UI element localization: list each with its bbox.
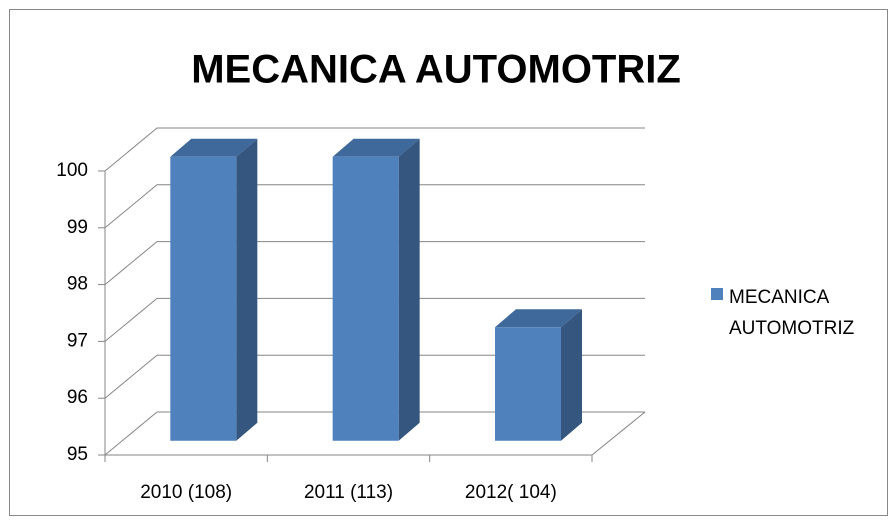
- bar-top: [494, 309, 582, 328]
- grid-line: [104, 411, 645, 456]
- legend-swatch: [711, 288, 723, 300]
- grid-line: [104, 184, 645, 229]
- x-tick-label: 2011 (113): [304, 482, 393, 503]
- bar-front: [494, 327, 561, 441]
- bar: [332, 138, 420, 441]
- y-tick-label: 100: [56, 160, 88, 181]
- bar-top: [332, 138, 420, 157]
- grid-line: [104, 354, 645, 399]
- legend-label: MECANICA AUTOMOTRIZ: [729, 287, 855, 339]
- floor-side: [591, 411, 646, 456]
- bar-front: [170, 156, 237, 441]
- y-tick-label: 95: [67, 444, 88, 465]
- y-tick-label: 98: [67, 274, 88, 295]
- bar-side: [560, 309, 582, 441]
- bar-top: [170, 138, 258, 157]
- y-tick-label: 97: [67, 330, 88, 351]
- bar-side: [236, 138, 258, 441]
- y-tick-label: 96: [67, 387, 88, 408]
- bar-front: [332, 156, 399, 441]
- grid-line: [104, 127, 645, 172]
- grid-line: [104, 297, 645, 342]
- chart-border: [9, 9, 888, 516]
- y-tick-label: 99: [67, 217, 88, 238]
- chart-title: MECANICA AUTOMOTRIZ: [191, 48, 681, 92]
- bar: [170, 138, 258, 441]
- bar: [494, 309, 582, 441]
- grid-line: [104, 241, 645, 285]
- bar-side: [398, 138, 420, 441]
- x-tick-label: 2012( 104): [465, 482, 557, 503]
- x-tick-label: 2010 (108): [140, 482, 232, 503]
